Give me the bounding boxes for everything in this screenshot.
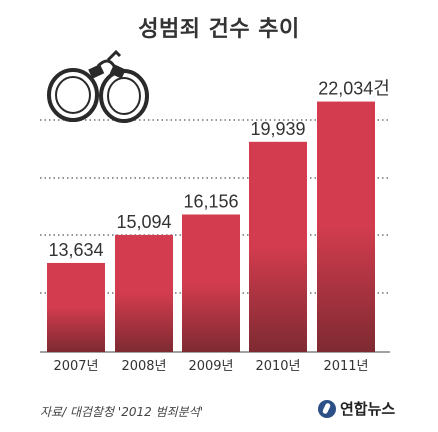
chart-title: 성범죄 건수 추이 [138,17,300,42]
yonhap-logo-icon [318,399,336,418]
yonhap-logo: 연합뉴스 [318,398,395,419]
bar-2009년 [182,214,240,352]
x-tick-label: 2009년 [188,359,233,374]
source-note: 자료/ 대검찰청 '2012 범죄분석' [40,405,204,419]
logo-text: 연합뉴스 [340,400,396,418]
x-tick-label: 2011년 [323,359,368,374]
bar-2008년 [115,234,173,352]
x-tick-label: 2008년 [121,359,166,374]
x-tick-label: 2007년 [53,359,98,374]
value-label: 16,156 [183,192,238,212]
bar-2007년 [47,262,105,352]
bar-2011년 [317,101,375,352]
value-label: 15,094 [116,212,171,232]
handcuffs-icon [47,49,149,123]
value-label: 22,034건 [318,79,390,99]
x-tick-label: 2010년 [255,359,300,374]
bar-2010년 [249,141,307,352]
value-label: 13,634 [48,240,103,260]
value-label: 19,939 [250,119,305,139]
